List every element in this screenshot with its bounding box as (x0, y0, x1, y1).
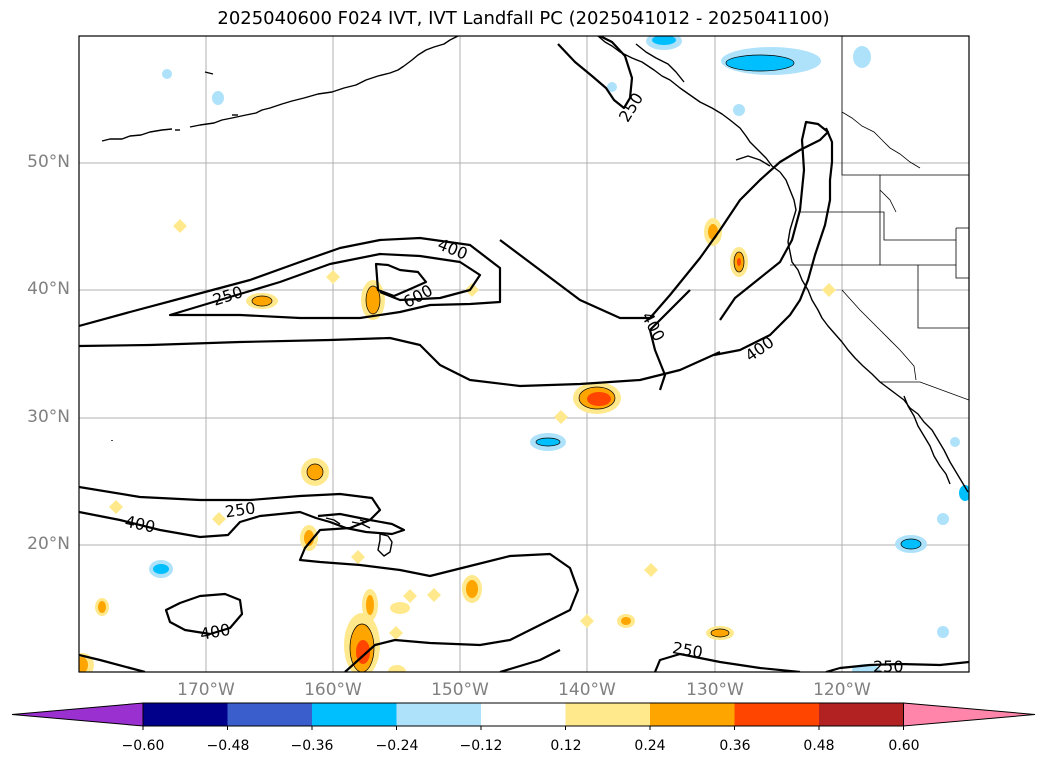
lat-label-50n: 50°N (10, 152, 70, 172)
colorbar-extend-high (904, 703, 1036, 726)
colorbar-cell (566, 703, 651, 726)
colorbar-tick: −0.36 (277, 738, 347, 754)
colorbar-cell (228, 703, 313, 726)
map-frame (79, 36, 969, 672)
probability-fill (70, 32, 971, 679)
ivt-contours (79, 36, 969, 672)
colorbar-cell (650, 703, 735, 726)
colorbar-outline (143, 703, 904, 726)
colorbar-cell (735, 703, 820, 726)
lat-label-40n: 40°N (10, 279, 70, 299)
colorbar-tick: 0.36 (700, 738, 770, 754)
gridlines (79, 36, 969, 672)
colorbar-tick: 0.12 (531, 738, 601, 754)
contour-label: 400 (638, 309, 669, 345)
colorbar-tick: −0.60 (108, 738, 178, 754)
colorbar-cell (819, 703, 904, 726)
contour-label: 250 (873, 657, 904, 676)
lat-label-30n: 30°N (10, 407, 70, 427)
lon-label-160w: 160°W (288, 680, 378, 700)
lon-label-170w: 170°W (161, 680, 251, 700)
lon-label-150w: 150°W (415, 680, 505, 700)
contour-label: 400 (742, 332, 778, 365)
colorbar-cell (312, 703, 397, 726)
lon-label-120w: 120°W (797, 680, 887, 700)
contour-labels: 250 400 600 250 400 400 250 400 400 250 … (123, 89, 903, 676)
colorbar-extend-low (12, 703, 143, 726)
colorbar-tick: 0.24 (615, 738, 685, 754)
colorbar-cell (143, 703, 228, 726)
colorbar-tick: −0.48 (193, 738, 263, 754)
colorbar-tick: −0.12 (446, 738, 516, 754)
lon-label-130w: 130°W (670, 680, 760, 700)
borders (790, 36, 969, 400)
contour-label: 400 (123, 512, 157, 537)
contour-label: 250 (615, 89, 647, 125)
colorbar-tick: −0.24 (362, 738, 432, 754)
lat-label-20n: 20°N (10, 534, 70, 554)
colorbar-cell (397, 703, 482, 726)
lon-label-140w: 140°W (542, 680, 632, 700)
colorbar-cell (481, 703, 566, 726)
map-figure: 250 400 600 250 400 400 250 400 400 250 … (0, 0, 1047, 700)
contour-label: 250 (671, 638, 704, 662)
contour-label: 250 (210, 282, 245, 310)
colorbar-tick: 0.60 (869, 738, 939, 754)
contour-label: 400 (199, 620, 232, 644)
colorbar-tick: 0.48 (784, 738, 854, 754)
